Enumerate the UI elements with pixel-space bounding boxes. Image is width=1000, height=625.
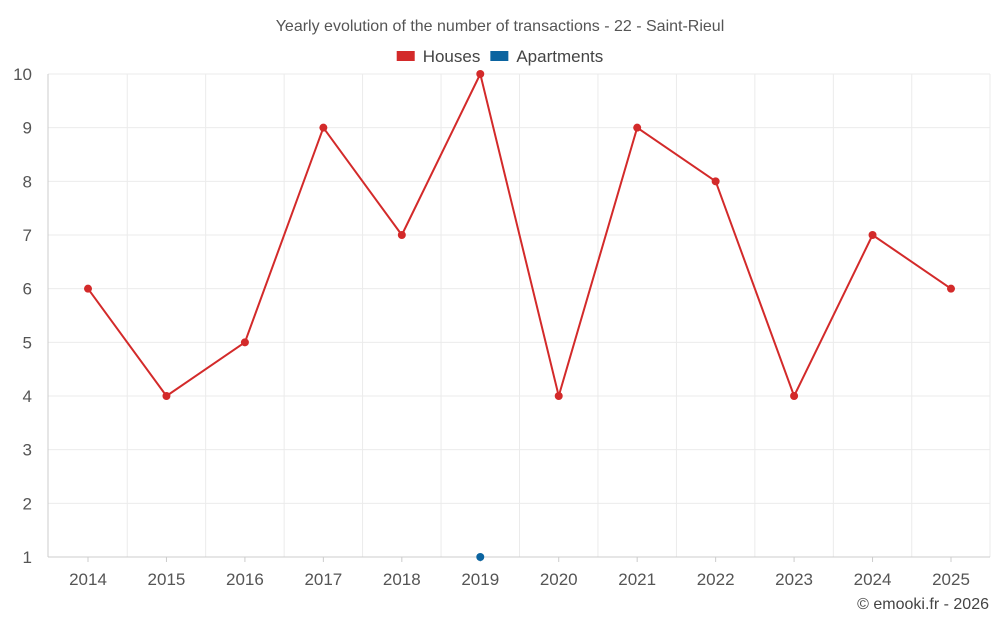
- y-tick-label: 6: [23, 280, 32, 299]
- x-tick-label: 2025: [932, 570, 970, 589]
- data-point-houses[interactable]: [319, 123, 328, 132]
- legend-item-apartments[interactable]: Apartments: [490, 47, 603, 66]
- data-point-houses[interactable]: [397, 231, 406, 239]
- x-tick-label: 2014: [69, 570, 107, 589]
- data-point-houses[interactable]: [240, 338, 249, 347]
- y-tick-label: 8: [23, 172, 32, 191]
- y-tick-label: 3: [23, 441, 32, 460]
- data-point-houses[interactable]: [162, 392, 171, 400]
- data-point-houses[interactable]: [633, 123, 642, 132]
- legend-label-apartments: Apartments: [516, 47, 603, 66]
- legend-swatch-apartments: [490, 51, 509, 61]
- data-point-houses[interactable]: [84, 284, 92, 293]
- y-tick-label: 5: [23, 333, 32, 352]
- series-line-houses: [87, 73, 952, 397]
- data-point-houses[interactable]: [947, 284, 955, 293]
- y-tick-label: 10: [13, 65, 32, 84]
- data-point-apartments[interactable]: [476, 553, 485, 561]
- y-tick-label: 4: [23, 387, 32, 406]
- x-tick-label: 2016: [226, 570, 264, 589]
- x-tick-label: 2015: [148, 570, 186, 589]
- y-tick-label: 7: [23, 226, 32, 245]
- series-layer: [84, 70, 955, 561]
- axes: 1 2 3 4 5 6 7 8 9 10 2014 2015 2016 2017 2018 2019 2020 2…: [13, 65, 990, 589]
- data-point-houses[interactable]: [868, 231, 877, 239]
- x-tick-label: 2018: [383, 570, 421, 589]
- chart-title: Yearly evolution of the number of transa…: [276, 18, 725, 35]
- y-tick-label: 2: [23, 494, 32, 513]
- data-point-houses[interactable]: [790, 392, 799, 400]
- grid: [48, 73, 991, 557]
- x-tick-label: 2022: [697, 570, 735, 589]
- data-point-houses[interactable]: [711, 177, 720, 186]
- data-point-houses[interactable]: [476, 70, 485, 78]
- x-tick-label: 2020: [540, 570, 578, 589]
- x-tick-label: 2024: [854, 570, 892, 589]
- x-tick-label: 2017: [304, 570, 342, 589]
- x-tick-label: 2019: [461, 570, 499, 589]
- legend-label-houses: Houses: [423, 47, 481, 66]
- legend-item-houses[interactable]: Houses: [396, 47, 481, 66]
- credit-text: © emooki.fr - 2026: [857, 596, 989, 613]
- y-tick-label: 9: [23, 119, 32, 138]
- x-tick-label: 2023: [775, 570, 813, 589]
- legend: Houses Apartments: [396, 47, 603, 66]
- x-tick-label: 2021: [618, 570, 656, 589]
- data-point-houses[interactable]: [554, 392, 563, 400]
- y-tick-label: 1: [23, 548, 32, 567]
- legend-swatch-houses: [396, 51, 415, 61]
